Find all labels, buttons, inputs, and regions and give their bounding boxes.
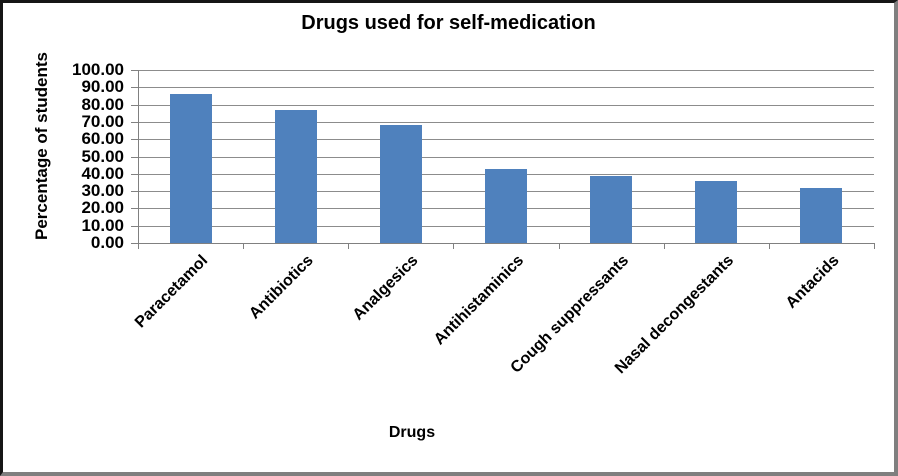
x-axis-line xyxy=(138,243,875,244)
x-category-label: Nasal decongestants xyxy=(612,252,738,378)
bar-analgesics xyxy=(379,125,422,243)
chart-title: Drugs used for self-medication xyxy=(301,12,596,34)
x-tick-mark xyxy=(558,243,560,249)
y-tick-mark xyxy=(131,70,138,71)
y-tick-mark xyxy=(131,208,138,210)
x-tick-mark xyxy=(768,243,770,249)
y-tick-label: 10.00 xyxy=(81,215,124,235)
bar-paracetamol xyxy=(169,94,212,243)
y-tick-mark xyxy=(131,173,138,175)
y-tick-label: 90.00 xyxy=(81,77,124,97)
bar-antibiotics xyxy=(274,109,317,243)
bar-cough-suppressants xyxy=(590,175,633,243)
bar-antihistaminics xyxy=(485,168,527,243)
y-tick-mark xyxy=(131,243,138,244)
x-tick-mark xyxy=(348,243,350,249)
y-tick-label: 20.00 xyxy=(81,198,124,218)
y-tick-label: 80.00 xyxy=(81,94,124,114)
x-tick-mark xyxy=(138,243,139,249)
y-tick-label: 70.00 xyxy=(81,111,124,131)
x-category-label: Antacids xyxy=(782,252,843,312)
gridline xyxy=(138,70,874,71)
x-category-label: Paracetamol xyxy=(132,252,212,332)
x-category-label: Antihistaminics xyxy=(430,252,528,349)
y-tick-mark xyxy=(131,121,138,123)
x-category-label: Antibiotics xyxy=(246,252,317,323)
y-tick-label: 100.00 xyxy=(72,60,124,79)
y-tick-label: 60.00 xyxy=(81,129,124,149)
y-axis-line xyxy=(138,70,139,244)
x-category-label: Analgesics xyxy=(350,252,422,324)
y-tick-label: 30.00 xyxy=(81,181,124,201)
y-tick-label: 40.00 xyxy=(81,163,124,183)
bar-antacids xyxy=(800,187,843,243)
y-tick-label: 50.00 xyxy=(81,146,124,166)
y-tick-mark xyxy=(131,104,138,106)
x-tick-mark xyxy=(243,243,245,249)
bar-nasal-decongestants xyxy=(695,180,738,243)
gridline xyxy=(138,139,874,141)
x-tick-mark xyxy=(453,243,455,249)
y-axis-title: Percentage of students xyxy=(32,52,51,240)
x-axis-title: Drugs xyxy=(388,424,436,441)
y-tick-mark xyxy=(131,139,138,141)
y-tick-label: 0.00 xyxy=(90,233,124,252)
x-tick-mark xyxy=(874,243,875,249)
x-category-label: Cough suppressants xyxy=(507,252,633,377)
gridline xyxy=(138,156,874,158)
gridline xyxy=(138,87,874,89)
plot-area xyxy=(138,70,874,243)
y-tick-mark xyxy=(131,87,138,89)
y-tick-mark xyxy=(131,156,138,158)
y-tick-mark xyxy=(131,191,138,193)
gridline xyxy=(138,104,874,106)
x-tick-mark xyxy=(663,243,665,249)
y-tick-mark xyxy=(131,225,138,227)
gridline xyxy=(138,121,874,123)
